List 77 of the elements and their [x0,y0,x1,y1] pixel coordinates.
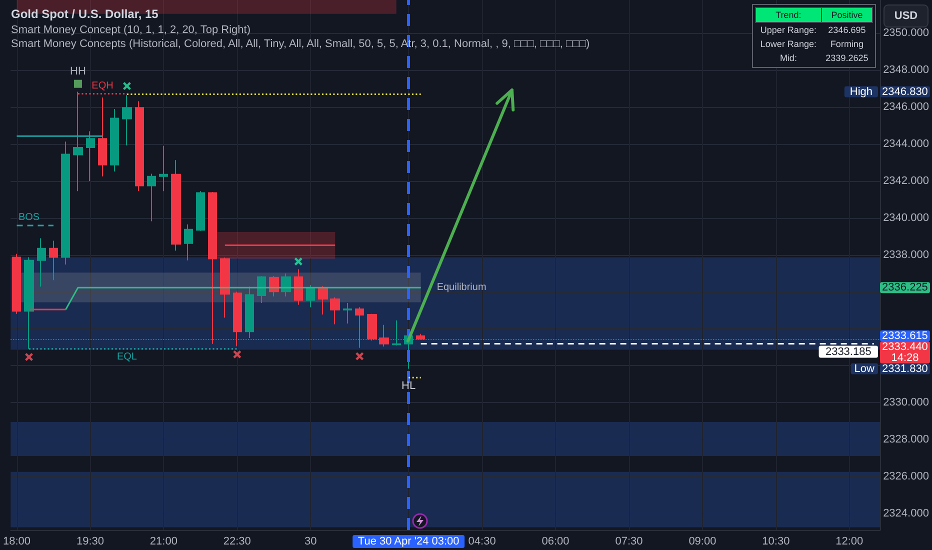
series-label: EQH [92,80,114,92]
candlestick [220,257,230,318]
candlestick [392,320,401,346]
candlestick [122,94,132,146]
x-tick-label: Tue 30 Apr '24 03:00 [358,536,460,548]
annotation: HL [402,380,416,392]
annotation: 2339.2625 [824,52,870,65]
candlestick [24,256,34,350]
y-axis-title: USD [894,10,918,22]
candlestick [257,276,266,304]
y2-tick-label: High 2346.830 [850,86,928,98]
point [356,352,364,360]
y-tick-label: 2338.000 [883,248,929,261]
candlestick [306,284,315,308]
annotation: Upper Range: [759,24,818,37]
candlestick [343,302,352,324]
annotation: 2346.695 [827,24,867,37]
candlestick [281,272,291,297]
candlestick [49,240,58,281]
x-tick-label: 10:30 [762,536,790,548]
candlestick [159,145,168,192]
candlestick [37,238,46,288]
annotation: Forming [829,38,864,51]
candlestick [184,224,193,261]
candlestick [245,286,254,338]
point [25,352,34,361]
x-tick-label: 21:00 [150,536,178,548]
y2-tick-label: 2336.225 [882,282,928,294]
candlestick [98,97,107,177]
y-tick-label: 2344.000 [883,138,929,150]
candlestick [330,296,340,325]
x-tick-label: 06:00 [542,536,570,548]
point [122,82,131,90]
point [233,350,242,358]
x-tick-label: 18:00 [2,536,31,548]
x-tick-label: 04:30 [468,536,496,548]
ref-line-label: 2333.440 14:28 [882,340,928,364]
candlestick [61,141,70,265]
x-tick-label: 30 [304,536,317,548]
y2-tick-label: 2333.615 [882,330,928,342]
candlestick [110,108,119,172]
series-label: Equilibrium [436,282,486,294]
candlestick [86,130,95,182]
annotation: Lower Range: [759,38,818,51]
annotation: Positive [821,8,872,22]
series-label: EQL [116,351,138,362]
data-label: 2333.185 [825,346,872,358]
y-tick-label: 2348.000 [883,64,929,76]
candlestick [196,190,205,232]
series-label: HH [70,65,86,78]
y-tick-label: 2346.000 [883,101,929,114]
candlestick [147,173,156,222]
candlestick [269,276,279,297]
y-tick-label: 2330.000 [883,396,929,409]
point [74,80,82,88]
x-tick-label: 09:00 [688,536,716,548]
y-tick-label: 2328.000 [883,434,929,446]
candlestick [73,91,83,192]
annotation: Trend: [756,8,822,22]
annotation: Mid: [778,52,798,65]
x-tick-label: 07:30 [615,536,643,548]
y-tick-label: 2326.000 [883,470,929,482]
x-tick-label: 12:00 [836,536,864,548]
series-label: BOS [18,212,40,223]
y-tick-label: 2350.000 [883,27,929,40]
candlestick [12,253,21,314]
y-tick-label: 2340.000 [883,212,929,224]
point [294,257,302,266]
x-tick-label: 22:30 [223,536,251,548]
x-tick-label: 19:30 [76,536,104,548]
candlestick [294,268,303,306]
candlestick [135,100,144,192]
text: Gold Spot / U.S. Dollar, 15 [11,7,159,21]
y-tick-label: 2324.000 [883,507,929,520]
y-tick-label: 2342.000 [883,174,929,187]
candlestick [171,160,181,252]
y2-tick-label: Low 2331.830 [854,362,928,375]
